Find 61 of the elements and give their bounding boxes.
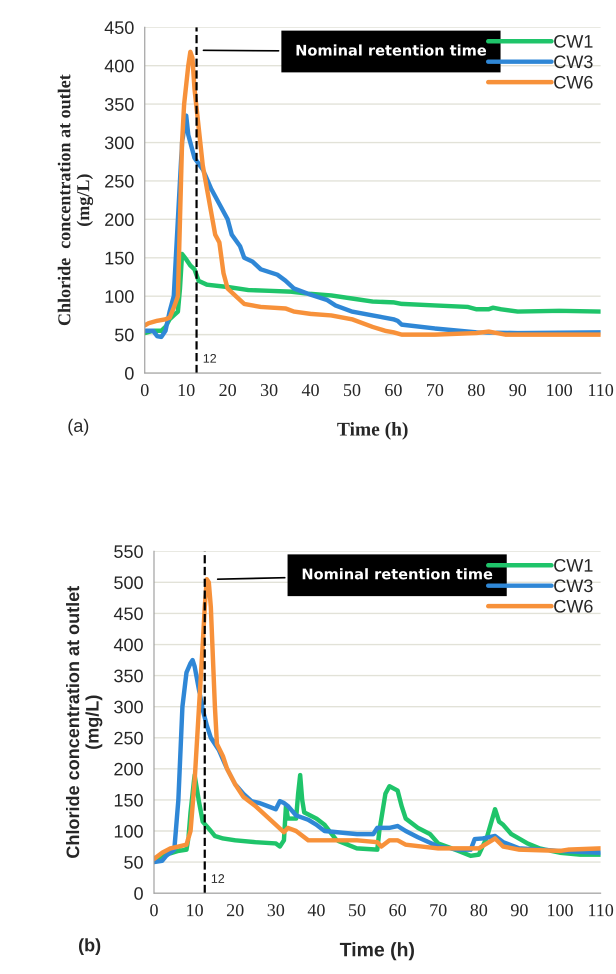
x-tick-label: 70	[430, 904, 447, 916]
y-tick-label: 200	[114, 762, 143, 776]
y-tick-label: 450	[104, 21, 134, 34]
y-tick-label: 500	[114, 576, 143, 590]
legend-label: CW1	[554, 558, 592, 572]
y-tick-label: 300	[104, 136, 134, 150]
y-tick-label: 100	[106, 290, 134, 303]
annotation: Nominal retention time	[296, 44, 486, 56]
x-tick-label: 110	[588, 384, 614, 396]
legend-label: CW6	[554, 600, 593, 613]
x-tick-label: 110	[588, 904, 614, 916]
y-tick-label: 250	[105, 174, 134, 188]
ref-line-label: 12	[212, 874, 224, 883]
y-tick-label: 0	[134, 887, 143, 900]
y-tick-label: 450	[114, 607, 143, 620]
y-tick-label: 350	[114, 670, 143, 682]
y-tick-label: 150	[106, 252, 134, 265]
y-tick-label: 400	[104, 60, 134, 72]
legend-label: CW6	[554, 76, 593, 89]
x-tick-label: 30	[268, 904, 284, 916]
y-tick-label: 350	[104, 98, 134, 111]
x-tick-label: 20	[226, 904, 244, 916]
y-tick-label: 0	[125, 366, 134, 380]
x-tick-label: 90	[510, 904, 528, 916]
legend-label: CW1	[554, 34, 592, 48]
x-tick-label: 50	[344, 384, 360, 396]
text: (a)	[68, 418, 88, 436]
y-tick-label: 50	[114, 328, 134, 342]
x-tick-label: 40	[308, 904, 325, 916]
x-tick-label: 10	[187, 904, 203, 916]
y-tick-label: 550	[114, 545, 143, 558]
x-tick-label: 90	[509, 384, 526, 396]
x-tick-label: 0	[150, 904, 158, 916]
x-tick-label: 30	[260, 384, 278, 396]
y-tick-label: 400	[114, 638, 143, 652]
x-tick-label: 40	[302, 384, 319, 396]
x-axis-title: Time (h)	[340, 942, 414, 960]
y-tick-label: 200	[105, 213, 134, 226]
text: (b)	[78, 938, 100, 956]
x-tick-label: 100	[548, 904, 573, 916]
ref-line-label: 12	[204, 354, 216, 363]
y-tick-label: 100	[114, 824, 143, 838]
x-tick-label: 20	[219, 384, 236, 396]
y-axis-title: Chloride concentration at outlet (mg/L)	[66, 586, 102, 858]
x-tick-label: 60	[389, 904, 406, 916]
x-tick-label: 10	[178, 384, 195, 396]
x-tick-label: 100	[547, 384, 572, 396]
legend-label: CW3	[554, 579, 593, 592]
x-tick-label: 60	[385, 384, 402, 396]
legend-label: CW3	[554, 55, 593, 68]
y-tick-label: 300	[114, 700, 143, 714]
x-tick-label: 50	[349, 904, 366, 916]
y-tick-label: 50	[124, 856, 143, 869]
x-axis-title: Time (h)	[337, 422, 408, 440]
x-tick-label: 80	[468, 384, 485, 396]
x-tick-label: 80	[470, 904, 488, 916]
annotation: Nominal retention time	[302, 568, 492, 580]
y-tick-label: 250	[114, 732, 143, 744]
y-tick-label: 150	[114, 794, 143, 807]
y-axis-title: Chloride concentration at outlet (mg/L)	[58, 74, 94, 326]
x-tick-label: 70	[427, 384, 444, 396]
